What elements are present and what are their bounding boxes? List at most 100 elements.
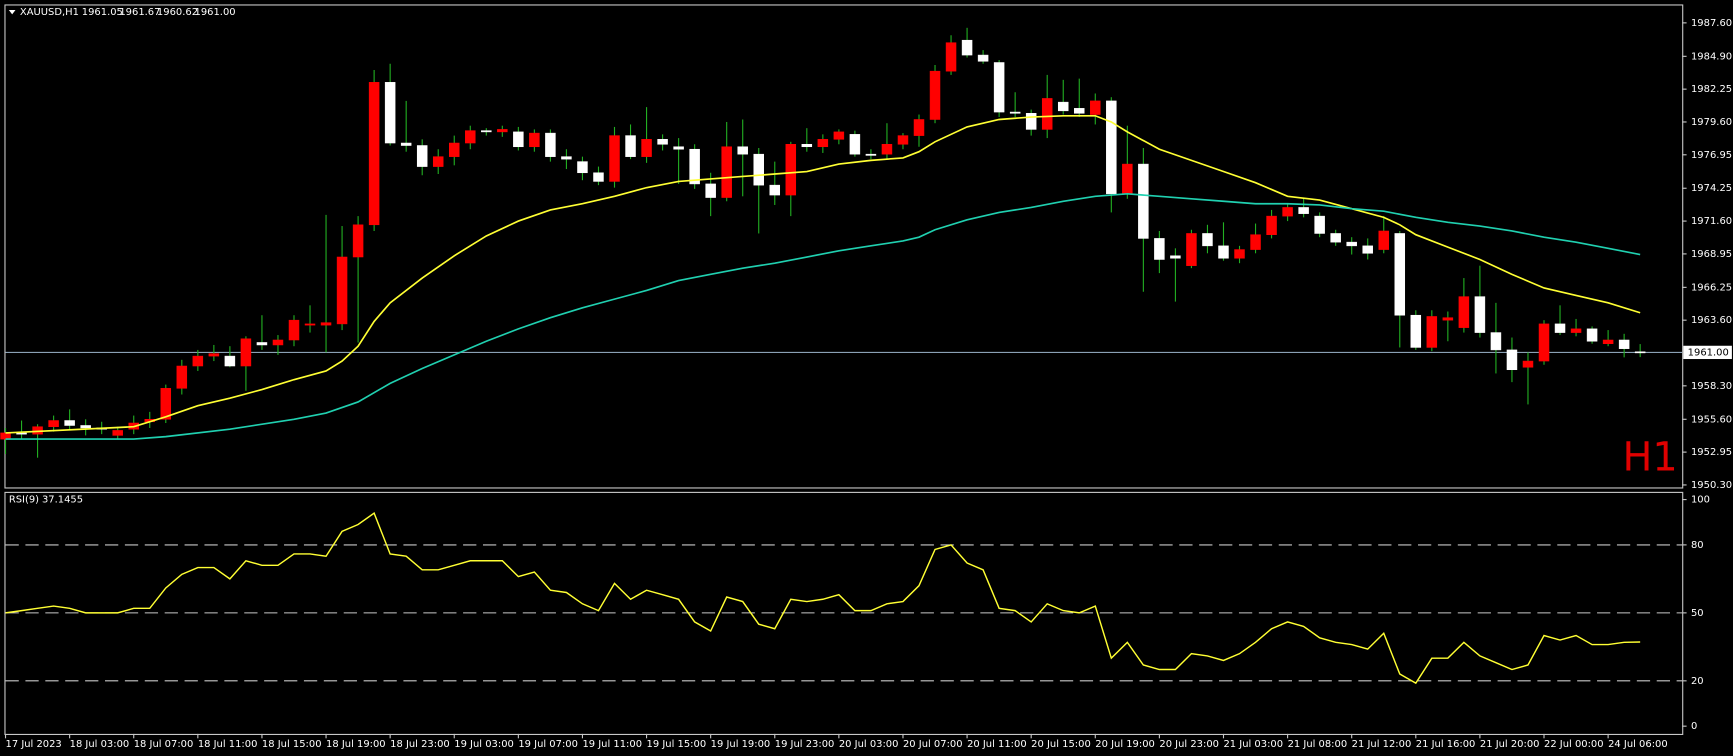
candle-body	[497, 129, 508, 133]
rsi-value: 37.1455	[42, 495, 83, 506]
candle-body	[721, 146, 732, 198]
y-tick-label: 1966.25	[1691, 282, 1732, 293]
candle-body	[80, 425, 91, 429]
candle-body	[1234, 249, 1245, 259]
symbol-label: XAUUSD,H1	[20, 7, 79, 18]
candle-body	[1458, 296, 1470, 328]
candle-body	[673, 146, 684, 150]
candle-body	[1394, 233, 1406, 316]
candle-body	[705, 183, 716, 198]
x-tick-label: 21 Jul 20:00	[1480, 739, 1540, 750]
candle-body	[577, 161, 588, 174]
candle-body	[1186, 233, 1197, 266]
candle-body	[1170, 255, 1181, 259]
candle-body	[513, 131, 524, 148]
candle-body	[1490, 332, 1502, 351]
candle-body	[1426, 316, 1438, 348]
candle-body	[1314, 215, 1325, 234]
y-tick-label: 1963.60	[1691, 315, 1732, 326]
candle-body	[1554, 323, 1566, 333]
candle-body	[368, 82, 380, 226]
candle-body	[336, 256, 348, 325]
candle-body	[416, 145, 428, 167]
candle-body	[1298, 207, 1309, 214]
candle-body	[304, 323, 316, 326]
candle-body	[849, 134, 861, 155]
x-tick-label: 21 Jul 16:00	[1416, 739, 1476, 750]
candle-body	[1138, 163, 1149, 239]
x-tick-label: 20 Jul 11:00	[967, 739, 1027, 750]
candle-body	[753, 153, 764, 186]
candle-body	[689, 148, 700, 185]
menu-arrow[interactable]	[8, 9, 16, 15]
candle-body	[1266, 215, 1277, 235]
candle-body	[1634, 351, 1646, 354]
y-tick-label: 1971.60	[1691, 216, 1732, 227]
x-tick-label: 19 Jul 11:00	[582, 739, 642, 750]
y-tick-label: 1987.60	[1691, 18, 1732, 29]
candle-body	[465, 130, 476, 144]
candle-body	[208, 353, 220, 357]
x-tick-label: 20 Jul 07:00	[903, 739, 963, 750]
candle-body	[913, 119, 925, 136]
y-tick-label: 1982.25	[1691, 84, 1732, 95]
rsi-tick-label: 100	[1691, 495, 1710, 506]
candle-body	[64, 420, 75, 426]
candle-body	[352, 224, 364, 258]
y-tick-label: 1968.95	[1691, 249, 1732, 260]
candle-body	[1442, 317, 1454, 321]
x-tick-label: 19 Jul 15:00	[647, 739, 707, 750]
y-tick-label: 1984.90	[1691, 51, 1732, 62]
candle-body	[1074, 108, 1085, 114]
candle-body	[1025, 113, 1037, 130]
rsi-tick-label: 50	[1691, 608, 1704, 619]
candle-body	[192, 355, 204, 367]
candle-body	[448, 142, 460, 157]
candle-body	[384, 82, 396, 144]
x-tick-label: 19 Jul 23:00	[775, 739, 835, 750]
moving-average	[5, 114, 1641, 434]
candle-body	[1410, 314, 1422, 348]
y-tick-label: 1976.95	[1691, 150, 1732, 161]
candle-body	[641, 139, 652, 157]
candle-body	[817, 139, 829, 148]
x-tick-label: 18 Jul 07:00	[134, 739, 194, 750]
candle-body	[0, 432, 11, 440]
candle-body	[320, 322, 332, 326]
candle-body	[1506, 349, 1518, 371]
candle-body	[288, 319, 300, 341]
candle-body	[865, 153, 877, 156]
candle-body	[1618, 339, 1630, 349]
candle-body	[1041, 98, 1053, 130]
x-tick-label: 19 Jul 19:00	[711, 739, 771, 750]
candle-body	[769, 184, 781, 196]
candle-body	[625, 135, 636, 157]
candle-body	[1378, 230, 1389, 250]
x-tick-label: 18 Jul 19:00	[326, 739, 386, 750]
rsi-name: RSI(9)	[9, 495, 39, 506]
y-tick-label: 1979.60	[1691, 117, 1732, 128]
candle-body	[432, 156, 444, 167]
candle-body	[1122, 163, 1133, 195]
candle-body	[657, 139, 668, 145]
candle-body	[897, 135, 909, 145]
candle-body	[561, 156, 572, 160]
candle-body	[256, 342, 268, 346]
high-label: 1961.67	[119, 7, 160, 18]
candle-body	[785, 143, 797, 196]
x-tick-label: 21 Jul 12:00	[1352, 739, 1412, 750]
candle-body	[977, 54, 989, 62]
x-tick-label: 24 Jul 06:00	[1608, 739, 1668, 750]
candle-body	[1057, 101, 1069, 112]
candle-body	[112, 430, 123, 436]
candle-body	[1282, 207, 1293, 217]
candle-body	[272, 339, 284, 346]
x-tick-label: 18 Jul 15:00	[262, 739, 322, 750]
y-tick-label: 1950.30	[1691, 480, 1732, 491]
price-tag-label: 1961.00	[1688, 347, 1729, 358]
candle-body	[1202, 233, 1213, 247]
candle-body	[993, 62, 1005, 113]
rsi-tick-label: 20	[1691, 676, 1704, 687]
